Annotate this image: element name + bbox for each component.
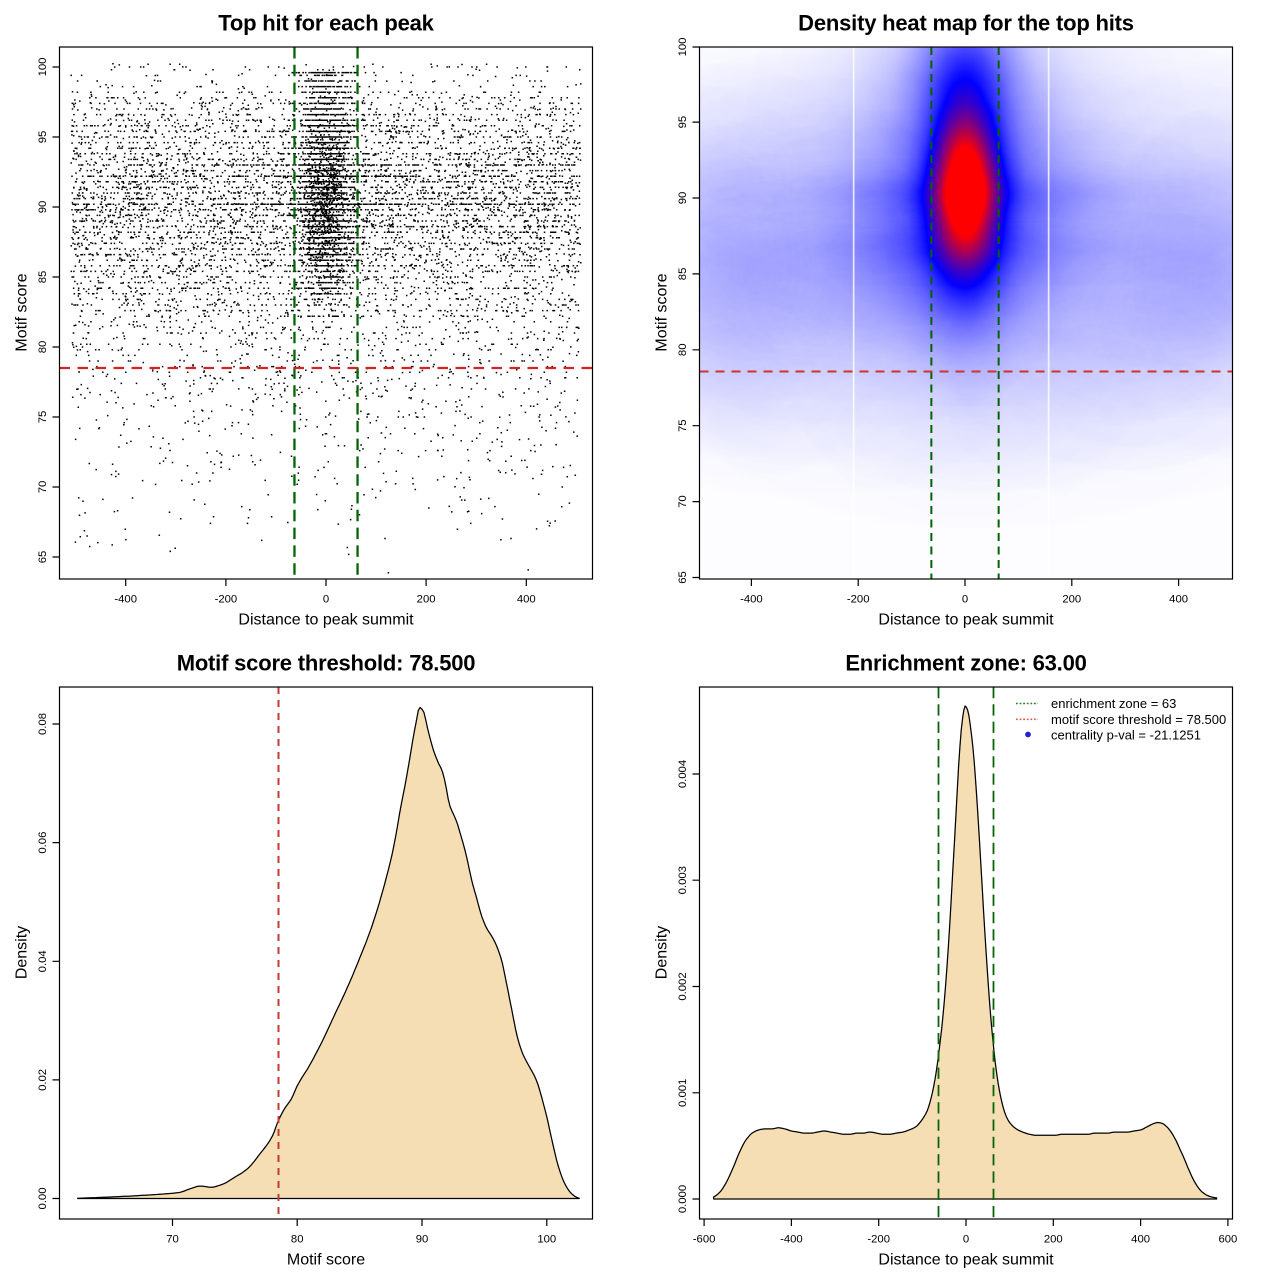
svg-text:100: 100 <box>677 38 689 57</box>
svg-text:-200: -200 <box>847 594 870 606</box>
svg-text:Motif score threshold: 78.500: Motif score threshold: 78.500 <box>177 650 476 675</box>
svg-text:0.004: 0.004 <box>677 760 689 788</box>
svg-text:400: 400 <box>517 594 536 606</box>
svg-text:0.000: 0.000 <box>677 1185 689 1213</box>
svg-text:200: 200 <box>417 594 436 606</box>
svg-text:Top hit for each peak: Top hit for each peak <box>218 10 434 35</box>
svg-text:65: 65 <box>37 551 49 564</box>
svg-text:Motif score: Motif score <box>654 273 671 351</box>
svg-text:Distance to peak summit: Distance to peak summit <box>238 612 414 629</box>
svg-text:0: 0 <box>962 594 968 606</box>
svg-text:Motif score: Motif score <box>287 1252 365 1269</box>
svg-text:-200: -200 <box>215 594 238 606</box>
svg-text:80: 80 <box>291 1234 304 1246</box>
svg-text:85: 85 <box>37 271 49 284</box>
svg-text:90: 90 <box>37 201 49 214</box>
svg-text:0.002: 0.002 <box>677 972 689 1000</box>
svg-text:-400: -400 <box>740 594 763 606</box>
svg-text:motif score threshold = 78.500: motif score threshold = 78.500 <box>1051 712 1226 727</box>
svg-text:90: 90 <box>677 192 689 205</box>
svg-text:0.08: 0.08 <box>37 713 49 735</box>
svg-text:0: 0 <box>963 1234 969 1246</box>
svg-text:70: 70 <box>677 495 689 508</box>
svg-text:0.06: 0.06 <box>37 832 49 854</box>
svg-text:-600: -600 <box>693 1234 716 1246</box>
svg-text:Density: Density <box>654 926 671 979</box>
svg-text:-200: -200 <box>867 1234 890 1246</box>
svg-text:0.003: 0.003 <box>677 866 689 894</box>
svg-text:70: 70 <box>37 481 49 494</box>
svg-text:enrichment zone = 63: enrichment zone = 63 <box>1051 696 1176 711</box>
svg-text:200: 200 <box>1062 594 1081 606</box>
svg-text:0.001: 0.001 <box>677 1079 689 1107</box>
svg-text:Density heat map for the top h: Density heat map for the top hits <box>798 10 1134 35</box>
svg-text:80: 80 <box>37 341 49 354</box>
svg-text:0: 0 <box>323 594 329 606</box>
svg-text:Distance to peak summit: Distance to peak summit <box>878 612 1054 629</box>
svg-text:600: 600 <box>1218 1234 1237 1246</box>
svg-text:400: 400 <box>1131 1234 1150 1246</box>
svg-text:-400: -400 <box>780 1234 803 1246</box>
svg-text:0.04: 0.04 <box>37 950 49 972</box>
svg-text:95: 95 <box>677 116 689 129</box>
svg-text:-400: -400 <box>114 594 137 606</box>
svg-text:Distance to peak summit: Distance to peak summit <box>878 1252 1054 1269</box>
svg-text:0.00: 0.00 <box>37 1188 49 1210</box>
svg-text:0.02: 0.02 <box>37 1069 49 1091</box>
svg-text:200: 200 <box>1044 1234 1063 1246</box>
svg-text:75: 75 <box>677 419 689 432</box>
svg-text:65: 65 <box>677 571 689 584</box>
svg-text:85: 85 <box>677 268 689 281</box>
svg-text:Enrichment zone: 63.00: Enrichment zone: 63.00 <box>845 650 1086 675</box>
svg-text:100: 100 <box>537 1234 556 1246</box>
svg-text:90: 90 <box>416 1234 429 1246</box>
svg-text:100: 100 <box>37 58 49 77</box>
svg-text:70: 70 <box>166 1234 179 1246</box>
svg-text:75: 75 <box>37 411 49 424</box>
svg-text:Density: Density <box>14 926 31 979</box>
svg-text:80: 80 <box>677 344 689 357</box>
svg-text:centrality p-val = -21.1251: centrality p-val = -21.1251 <box>1051 728 1201 743</box>
svg-text:Motif score: Motif score <box>14 273 31 351</box>
svg-text:95: 95 <box>37 131 49 144</box>
svg-text:400: 400 <box>1169 594 1188 606</box>
